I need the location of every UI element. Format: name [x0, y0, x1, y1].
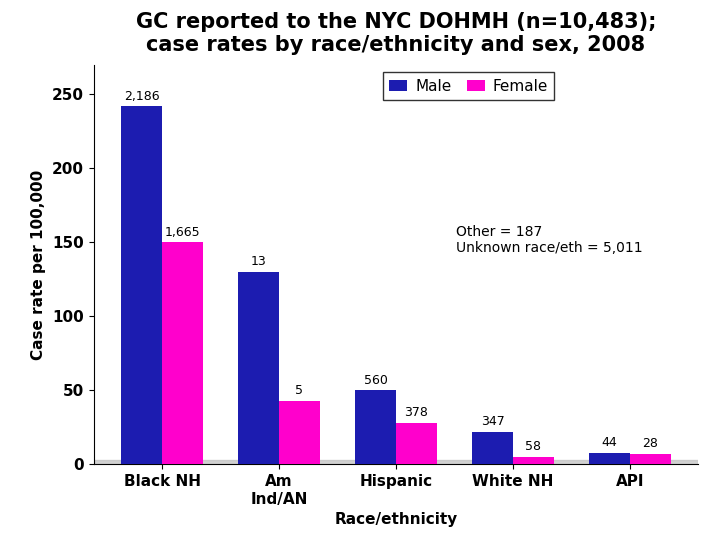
- Text: 378: 378: [405, 406, 428, 419]
- Y-axis label: Case rate per 100,000: Case rate per 100,000: [32, 170, 46, 360]
- Bar: [630, 454, 671, 464]
- Bar: [589, 453, 630, 464]
- Text: 560: 560: [364, 374, 387, 387]
- Bar: [355, 390, 396, 464]
- Bar: [162, 242, 203, 464]
- Text: 347: 347: [481, 415, 505, 428]
- Bar: [279, 401, 320, 464]
- Text: Other = 187
Unknown race/eth = 5,011: Other = 187 Unknown race/eth = 5,011: [456, 225, 643, 255]
- Text: 1,665: 1,665: [165, 226, 200, 239]
- Bar: [396, 423, 437, 464]
- Text: 58: 58: [526, 440, 541, 453]
- Text: 44: 44: [602, 436, 617, 449]
- Text: 5: 5: [295, 384, 304, 397]
- Title: GC reported to the NYC DOHMH (n=10,483);
case rates by race/ethnicity and sex, 2: GC reported to the NYC DOHMH (n=10,483);…: [136, 12, 656, 55]
- Bar: [513, 457, 554, 464]
- Bar: [238, 272, 279, 464]
- Text: 13: 13: [251, 255, 266, 268]
- Bar: [94, 460, 698, 472]
- Bar: [472, 432, 513, 464]
- Text: 2,186: 2,186: [124, 90, 159, 103]
- Legend: Male, Female: Male, Female: [383, 72, 554, 100]
- Bar: [121, 106, 162, 464]
- X-axis label: Race/ethnicity: Race/ethnicity: [334, 512, 458, 527]
- Text: 28: 28: [642, 437, 658, 450]
